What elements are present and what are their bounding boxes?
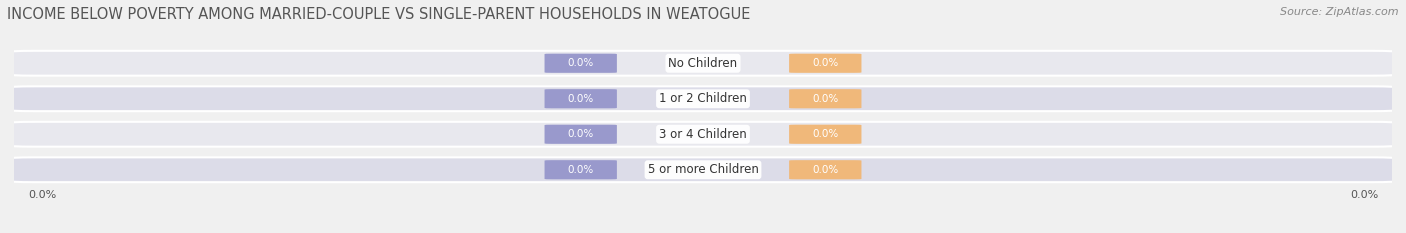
FancyBboxPatch shape bbox=[544, 54, 617, 73]
Text: INCOME BELOW POVERTY AMONG MARRIED-COUPLE VS SINGLE-PARENT HOUSEHOLDS IN WEATOGU: INCOME BELOW POVERTY AMONG MARRIED-COUPL… bbox=[7, 7, 751, 22]
Text: 0.0%: 0.0% bbox=[568, 129, 593, 139]
Text: Source: ZipAtlas.com: Source: ZipAtlas.com bbox=[1281, 7, 1399, 17]
Text: 5 or more Children: 5 or more Children bbox=[648, 163, 758, 176]
Legend: Married Couples, Single Parents: Married Couples, Single Parents bbox=[589, 229, 817, 233]
Text: 0.0%: 0.0% bbox=[28, 190, 56, 200]
FancyBboxPatch shape bbox=[7, 122, 1399, 147]
Text: 0.0%: 0.0% bbox=[568, 165, 593, 175]
Text: 0.0%: 0.0% bbox=[568, 58, 593, 68]
Text: 1 or 2 Children: 1 or 2 Children bbox=[659, 92, 747, 105]
FancyBboxPatch shape bbox=[789, 54, 862, 73]
Text: 3 or 4 Children: 3 or 4 Children bbox=[659, 128, 747, 141]
Text: 0.0%: 0.0% bbox=[813, 129, 838, 139]
FancyBboxPatch shape bbox=[789, 125, 862, 144]
FancyBboxPatch shape bbox=[544, 125, 617, 144]
FancyBboxPatch shape bbox=[7, 86, 1399, 111]
FancyBboxPatch shape bbox=[789, 160, 862, 179]
FancyBboxPatch shape bbox=[544, 160, 617, 179]
FancyBboxPatch shape bbox=[7, 157, 1399, 182]
Text: 0.0%: 0.0% bbox=[568, 94, 593, 104]
Text: 0.0%: 0.0% bbox=[813, 58, 838, 68]
Text: 0.0%: 0.0% bbox=[1350, 190, 1378, 200]
Text: No Children: No Children bbox=[668, 57, 738, 70]
FancyBboxPatch shape bbox=[7, 51, 1399, 76]
Text: 0.0%: 0.0% bbox=[813, 94, 838, 104]
FancyBboxPatch shape bbox=[544, 89, 617, 108]
FancyBboxPatch shape bbox=[789, 89, 862, 108]
Text: 0.0%: 0.0% bbox=[813, 165, 838, 175]
